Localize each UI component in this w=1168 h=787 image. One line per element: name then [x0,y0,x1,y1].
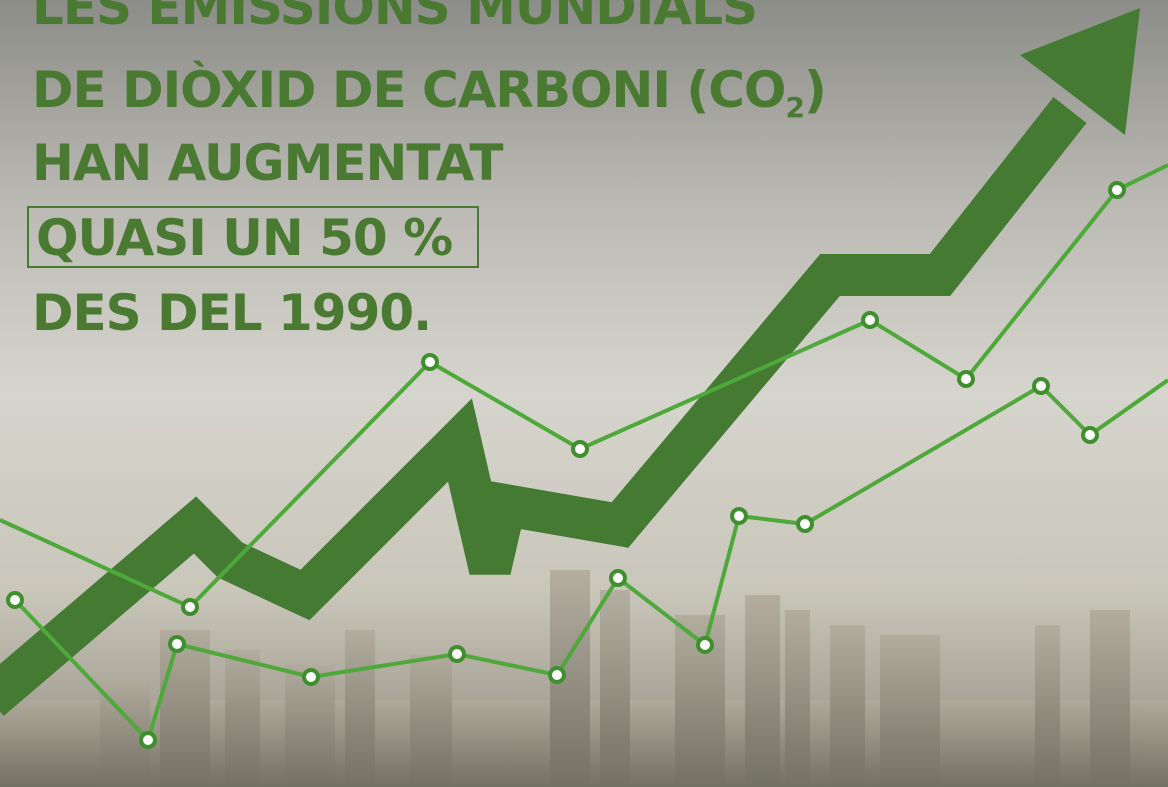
poster: LES EMISSIONS MUNDIALS DE DIÒXID DE CARB… [0,0,1168,787]
headline-line: DE DIÒXID DE CARBONI (CO2) [32,60,826,124]
headline-line: HAN AUGMENTAT [32,134,503,192]
headline-highlight: QUASI UN 50 % [36,209,452,267]
headline-line: DES DEL 1990. [32,284,431,342]
headline-text: DE DIÒXID DE CARBONI (CO [32,60,785,119]
subscript: 2 [785,91,803,124]
headline-text: ) [804,61,826,119]
headline-line: LES EMISSIONS MUNDIALS [32,0,757,36]
